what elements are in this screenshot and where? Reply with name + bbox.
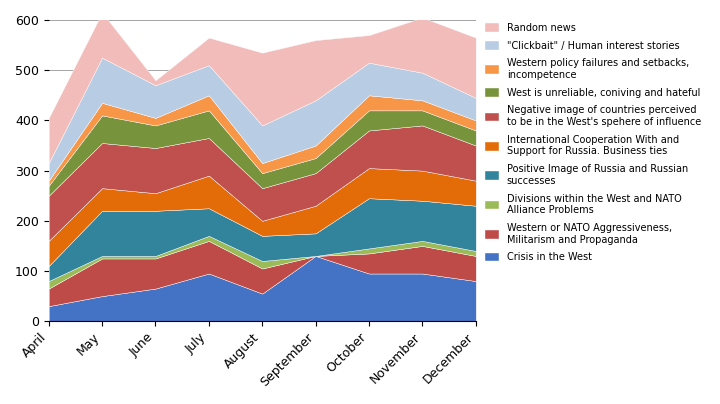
- Legend: Random news, "Clickbait" / Human interest stories, Western policy failures and s: Random news, "Clickbait" / Human interes…: [481, 19, 705, 266]
